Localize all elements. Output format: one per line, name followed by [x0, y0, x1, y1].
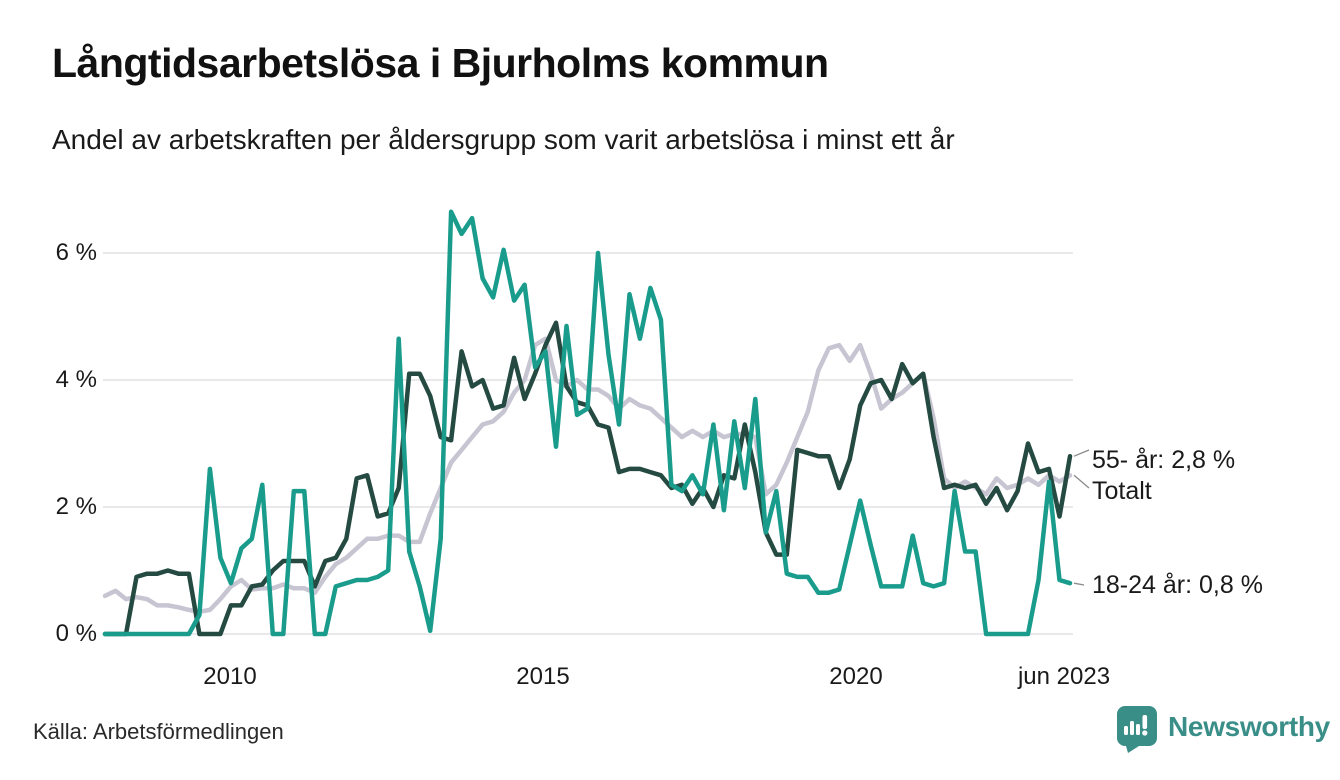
- series-end-label-18-24-ar: 18-24 år: 0,8 %: [1092, 571, 1263, 599]
- leader-line-55-r: [1073, 449, 1090, 457]
- x-axis-tick-jun-2023: jun 2023: [1017, 663, 1111, 690]
- brand-name: Newsworthy: [1168, 711, 1330, 742]
- series-end-label-totalt: Totalt: [1092, 477, 1152, 505]
- x-axis-tick-2020: 2020: [829, 663, 883, 690]
- series-end-label-55-ar: 55- år: 2,8 %: [1092, 446, 1236, 474]
- newsworthy-logo: Newsworthy: [1115, 704, 1330, 754]
- series-line-18-24-r: [102, 209, 1073, 637]
- chart-subtitle: Andel av arbetskraften per åldersgrupp s…: [52, 124, 955, 155]
- newsworthy-bubble-icon: [1117, 706, 1157, 753]
- source-note: Källa: Arbetsförmedlingen: [33, 719, 284, 744]
- leader-line-18-24-r: [1073, 582, 1085, 586]
- x-axis-tick-2015: 2015: [516, 663, 570, 690]
- y-axis-tick-2: 2 %: [55, 493, 97, 520]
- series-line-55-r: [102, 320, 1073, 637]
- x-axis-tick-2010: 2010: [203, 663, 257, 690]
- page-title: Långtidsarbetslösa i Bjurholms kommun: [52, 40, 829, 86]
- y-axis-tick-0: 0 %: [55, 620, 97, 647]
- leader-line-totalt: [1073, 474, 1090, 489]
- y-axis-tick-4: 4 %: [55, 366, 97, 393]
- y-axis-tick-6: 6 %: [55, 239, 97, 266]
